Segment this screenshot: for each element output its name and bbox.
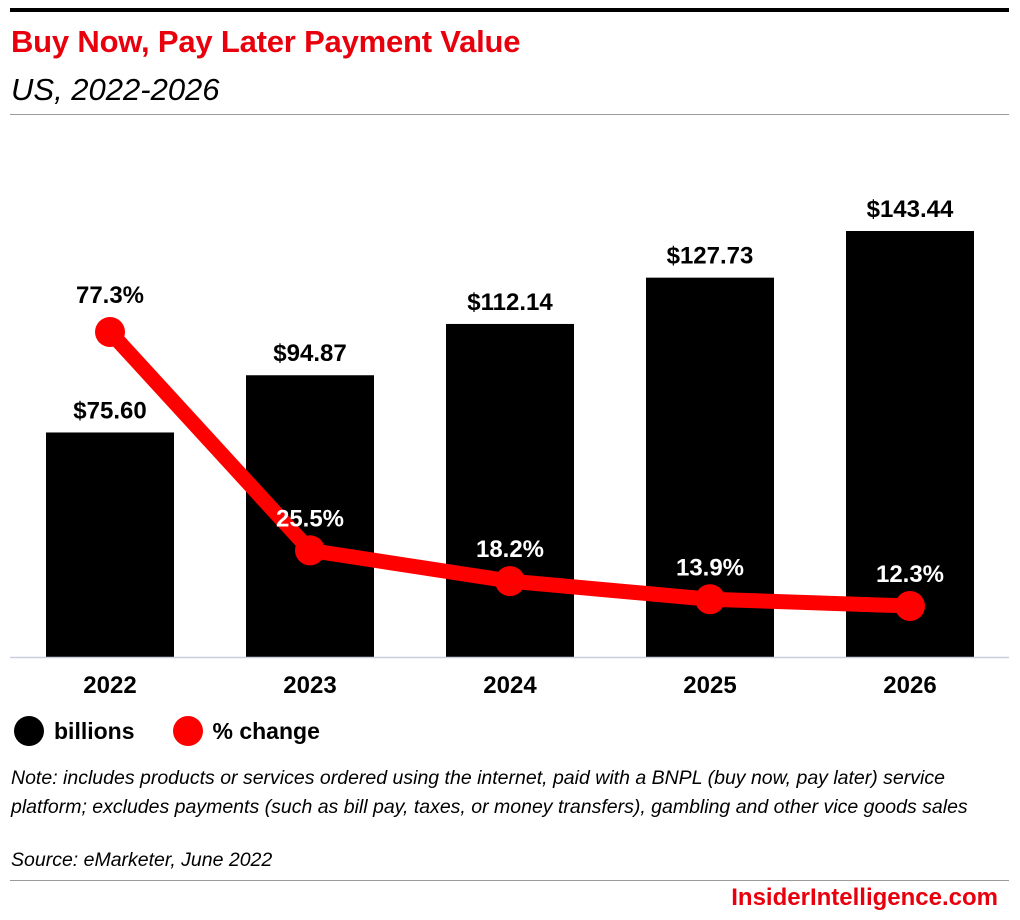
x-tick-2026: 2026 — [883, 672, 936, 699]
bar-label-2026: $143.44 — [867, 196, 954, 223]
line-point-2023 — [295, 535, 325, 566]
brand-logo-text: InsiderIntelligence.com — [731, 884, 998, 911]
line-point-2026 — [895, 591, 925, 621]
line-label-2024: 18.2% — [476, 536, 544, 563]
bar-label-2023: $94.87 — [273, 340, 346, 367]
x-tick-2025: 2025 — [683, 672, 736, 699]
legend: billions % change — [14, 714, 358, 748]
chart-title: Buy Now, Pay Later Payment Value — [11, 24, 521, 59]
x-axis-tick-labels: 2022 2023 2024 2025 2026 — [83, 672, 936, 699]
line-point-2024 — [495, 566, 525, 597]
header-divider — [10, 114, 1009, 115]
legend-label-change: % change — [212, 717, 320, 744]
bar-label-2025: $127.73 — [667, 243, 754, 270]
footer-divider — [10, 880, 1009, 881]
legend-item-billions: billions — [14, 716, 135, 746]
chart-source: Source: eMarketer, June 2022 — [11, 849, 273, 871]
bar-2022 — [46, 432, 174, 657]
x-tick-2022: 2022 — [83, 672, 136, 699]
line-label-2025: 13.9% — [676, 554, 744, 581]
line-value-labels: 77.3% 25.5% 18.2% 13.9% 12.3% — [76, 282, 944, 588]
legend-item-change: % change — [172, 716, 320, 746]
line-label-2022: 77.3% — [76, 282, 144, 309]
top-rule — [10, 8, 1009, 12]
line-point-2022 — [95, 317, 125, 347]
chart-note: Note: includes products or services orde… — [11, 767, 968, 818]
bar-label-2024: $112.14 — [467, 289, 553, 316]
bar-value-labels: $75.60 $94.87 $112.14 $127.73 $143.44 — [73, 196, 954, 424]
line-series — [95, 317, 925, 621]
x-tick-2023: 2023 — [283, 672, 336, 699]
legend-swatch-change — [172, 716, 203, 746]
chart-area: $75.60 $94.87 $112.14 $127.73 $143.44 77.3% 2… — [10, 196, 1009, 699]
bar-label-2022: $75.60 — [73, 397, 146, 424]
bar-2024 — [446, 323, 574, 657]
legend-label-billions: billions — [54, 717, 135, 744]
legend-swatch-billions — [14, 716, 44, 746]
line-point-2025 — [695, 584, 725, 615]
line-label-2026: 12.3% — [876, 561, 944, 588]
bar-2026 — [846, 231, 974, 657]
chart-subtitle: US, 2022-2026 — [11, 72, 220, 107]
bar-2023 — [246, 375, 374, 657]
line-label-2023: 25.5% — [276, 505, 344, 532]
x-tick-2024: 2024 — [483, 672, 537, 699]
